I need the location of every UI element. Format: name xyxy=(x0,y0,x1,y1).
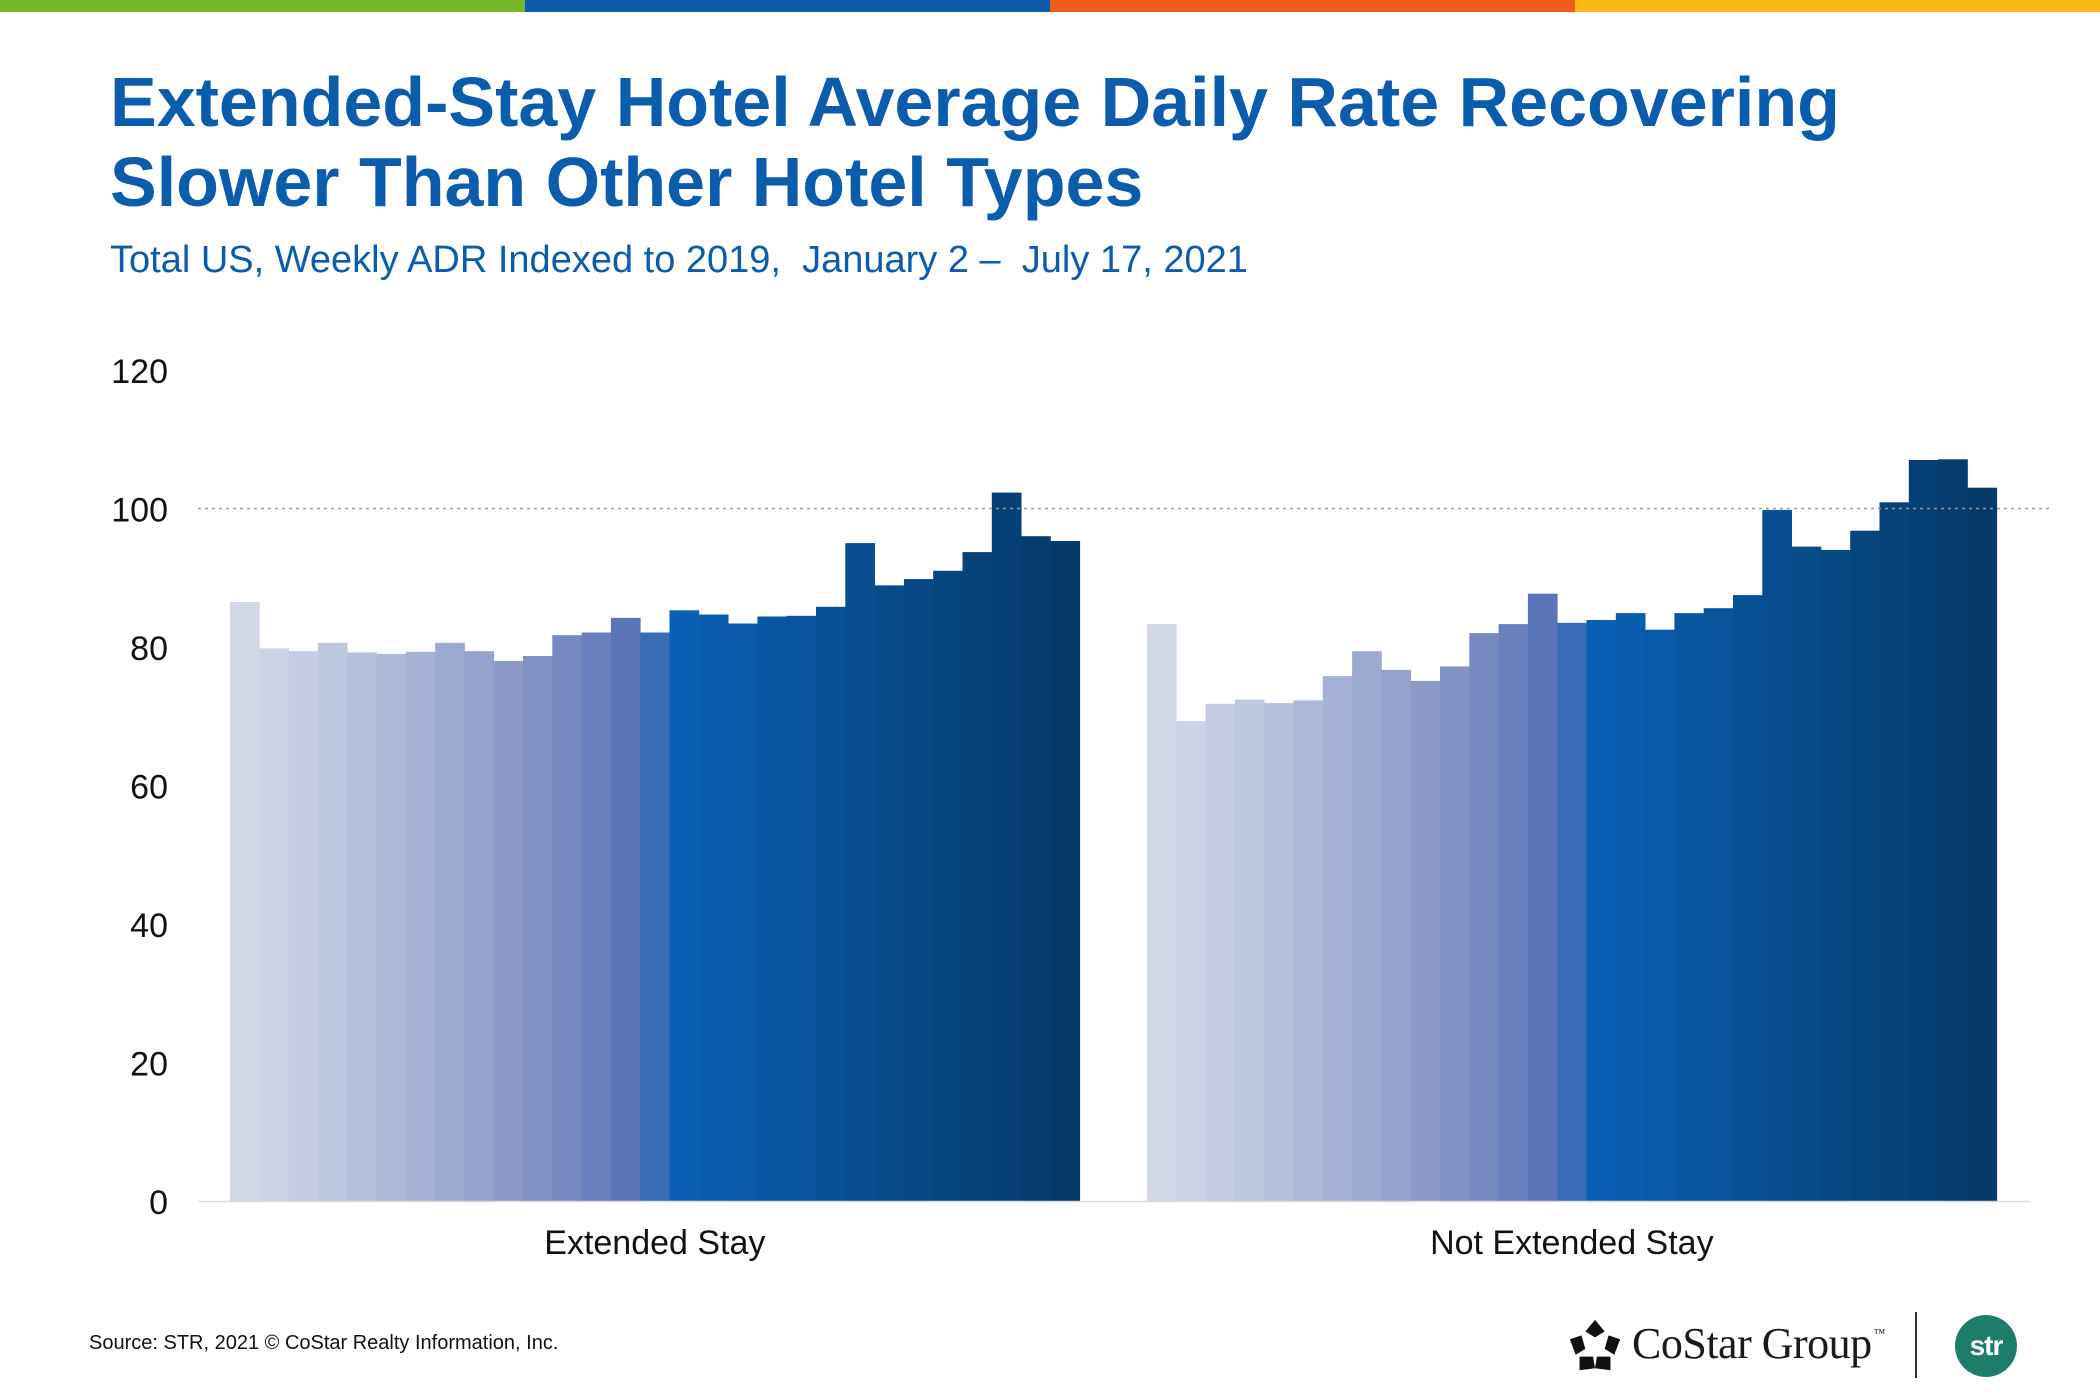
bar xyxy=(610,617,641,1201)
chart-title: Extended-Stay Hotel Average Daily Rate R… xyxy=(110,63,1840,221)
bar xyxy=(1205,703,1236,1201)
bar xyxy=(1908,460,1939,1201)
chart-subtitle: Total US, Weekly ADR Indexed to 2019, Ja… xyxy=(110,239,1248,281)
bar xyxy=(1674,613,1705,1201)
x-category-label: Extended Stay xyxy=(544,1224,765,1262)
bar xyxy=(991,492,1022,1202)
bar xyxy=(1021,536,1051,1201)
bar xyxy=(757,616,788,1201)
bar xyxy=(493,660,524,1201)
stripe-green xyxy=(0,0,525,12)
y-tick-label: 40 xyxy=(130,907,168,945)
bar xyxy=(816,606,846,1201)
y-tick-label: 60 xyxy=(130,769,168,807)
y-tick-label: 0 xyxy=(149,1184,168,1222)
bar xyxy=(288,651,319,1201)
bar xyxy=(1645,629,1675,1201)
bar xyxy=(1791,546,1822,1201)
bar xyxy=(1527,593,1558,1201)
bar xyxy=(1586,620,1617,1201)
bar xyxy=(1147,624,1177,1201)
str-logo: str xyxy=(1955,1315,2017,1377)
bar xyxy=(1967,487,1998,1201)
bar xyxy=(962,552,993,1201)
stripe-blue xyxy=(525,0,1050,12)
bar xyxy=(347,652,377,1201)
source-note: Source: STR, 2021 © CoStar Realty Inform… xyxy=(89,1332,559,1354)
bar xyxy=(1293,700,1324,1201)
bar xyxy=(581,632,612,1201)
bar xyxy=(1703,608,1734,1201)
bar xyxy=(1050,541,1081,1201)
bar xyxy=(1879,502,1910,1201)
bar xyxy=(1762,509,1792,1201)
bar xyxy=(698,614,729,1201)
bar xyxy=(1557,622,1587,1201)
bar xyxy=(230,602,260,1201)
bar xyxy=(786,615,817,1201)
bar xyxy=(317,642,348,1201)
x-category-label: Not Extended Stay xyxy=(1430,1224,1714,1262)
bar xyxy=(845,543,875,1201)
bar xyxy=(1322,676,1353,1201)
bar xyxy=(903,579,934,1201)
logo-area: CoStar Group ™ str xyxy=(1560,1310,2030,1390)
bar xyxy=(1234,699,1265,1201)
bar xyxy=(1498,624,1529,1201)
y-tick-label: 100 xyxy=(111,492,168,530)
bar xyxy=(640,632,670,1201)
costar-logo-text: CoStar Group ™ xyxy=(1632,1319,1885,1368)
bar xyxy=(1264,703,1294,1201)
bar xyxy=(1410,680,1441,1201)
bar xyxy=(259,648,289,1201)
bar xyxy=(728,623,758,1201)
y-tick-label: 120 xyxy=(111,353,168,391)
bar xyxy=(1938,459,1968,1201)
bar xyxy=(435,642,465,1201)
logo-divider xyxy=(1915,1312,1917,1378)
bar xyxy=(1615,613,1646,1201)
bar xyxy=(523,656,553,1201)
stripe-yellow xyxy=(1575,0,2100,12)
bar xyxy=(1850,530,1880,1201)
bar xyxy=(1440,666,1470,1201)
stripe-orange xyxy=(1050,0,1575,12)
y-tick-label: 20 xyxy=(130,1046,168,1084)
costar-logo-icon xyxy=(1569,1319,1621,1371)
y-tick-label: 80 xyxy=(130,630,168,668)
bar xyxy=(376,653,407,1201)
bar xyxy=(464,651,495,1201)
bar xyxy=(1820,550,1851,1201)
bar xyxy=(1381,669,1412,1201)
bar xyxy=(669,610,700,1201)
bar xyxy=(552,635,582,1201)
bar-chart: 0 20 40 60 80 100 120 Extended Stay Not Extended… xyxy=(111,353,2052,1262)
bar xyxy=(1469,633,1499,1201)
bar xyxy=(1176,721,1206,1201)
bar xyxy=(1352,651,1382,1201)
bar xyxy=(874,585,905,1201)
top-color-stripes xyxy=(0,0,2100,12)
bar xyxy=(933,570,963,1201)
bar xyxy=(1733,595,1763,1201)
bar xyxy=(405,651,436,1201)
